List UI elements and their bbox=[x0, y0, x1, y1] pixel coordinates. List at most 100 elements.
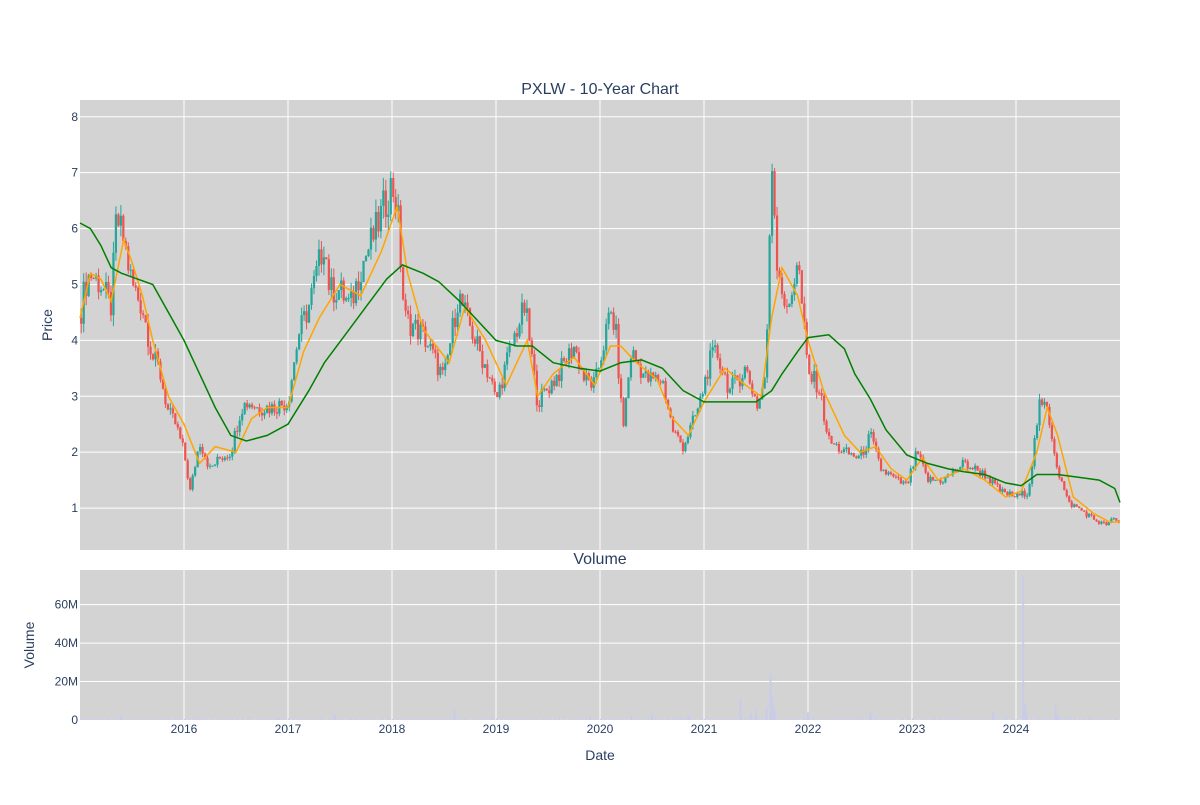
candle-body bbox=[771, 171, 773, 236]
candle-body bbox=[234, 431, 236, 451]
volume-bar bbox=[95, 718, 97, 720]
volume-bar bbox=[867, 719, 869, 720]
candle-body bbox=[229, 457, 231, 458]
candle-body bbox=[811, 374, 813, 382]
volume-bar bbox=[290, 719, 292, 720]
volume-bar bbox=[370, 719, 372, 720]
candle-body bbox=[365, 256, 367, 261]
volume-bar bbox=[912, 718, 914, 720]
volume-bar bbox=[372, 719, 374, 720]
candle-body bbox=[880, 459, 882, 471]
volume-bar bbox=[721, 718, 723, 720]
candle-body bbox=[962, 460, 964, 467]
candle-body bbox=[377, 212, 379, 231]
volume-bar bbox=[862, 718, 864, 720]
candle-body bbox=[635, 350, 637, 360]
candle-body bbox=[328, 259, 330, 290]
candle-body bbox=[613, 312, 615, 330]
volume-bar bbox=[1014, 719, 1016, 720]
volume-bar bbox=[835, 719, 837, 720]
candle-body bbox=[786, 306, 788, 307]
candle-body bbox=[263, 413, 265, 416]
candle-body bbox=[107, 282, 109, 292]
candle-body bbox=[521, 302, 523, 324]
volume-bar bbox=[583, 719, 585, 720]
volume-bar bbox=[917, 719, 919, 720]
volume-bar bbox=[295, 718, 297, 720]
candle-body bbox=[172, 408, 174, 413]
candle-body bbox=[439, 367, 441, 375]
volume-bar bbox=[944, 719, 946, 720]
candle-body bbox=[823, 396, 825, 421]
volume-bar bbox=[1100, 719, 1102, 720]
x-tick-label: 2018 bbox=[379, 722, 406, 736]
candle-body bbox=[855, 456, 857, 458]
candle-body bbox=[561, 358, 563, 381]
volume-bar bbox=[261, 719, 263, 720]
candle-body bbox=[298, 334, 300, 349]
candle-body bbox=[209, 466, 211, 467]
volume-bar bbox=[1068, 718, 1070, 720]
candle-body bbox=[1073, 504, 1075, 506]
candle-body bbox=[1093, 515, 1095, 519]
volume-bar bbox=[550, 719, 552, 720]
volume-bar bbox=[999, 718, 1001, 720]
candle-body bbox=[694, 415, 696, 416]
volume-bar bbox=[419, 719, 421, 720]
volume-bar bbox=[791, 719, 793, 720]
volume-bar bbox=[654, 719, 656, 720]
volume-bar bbox=[699, 719, 701, 720]
candle-body bbox=[1081, 508, 1083, 511]
volume-bar bbox=[996, 718, 998, 720]
volume-bar bbox=[444, 718, 446, 720]
candle-body bbox=[409, 314, 411, 336]
x-tick-label: 2024 bbox=[1003, 722, 1030, 736]
volume-bar bbox=[659, 719, 661, 720]
volume-bar bbox=[300, 719, 302, 720]
volume-bar bbox=[726, 719, 728, 720]
volume-bar bbox=[746, 718, 748, 720]
candle-body bbox=[967, 461, 969, 468]
candle-body bbox=[553, 381, 555, 386]
volume-bar bbox=[778, 719, 780, 720]
volume-bar bbox=[761, 719, 763, 720]
candle-body bbox=[424, 327, 426, 347]
volume-bar bbox=[555, 719, 557, 720]
volume-bar bbox=[1036, 718, 1038, 720]
volume-bar bbox=[134, 719, 136, 720]
volume-bar bbox=[860, 718, 862, 720]
candle-body bbox=[754, 394, 756, 396]
volume-bar bbox=[919, 719, 921, 720]
candle-body bbox=[1083, 511, 1085, 512]
volume-y-axis-label: Volume bbox=[21, 621, 37, 668]
candle-body bbox=[1004, 489, 1006, 492]
volume-bar bbox=[511, 719, 513, 720]
volume-bar bbox=[350, 718, 352, 720]
candle-body bbox=[308, 305, 310, 323]
volume-bar bbox=[174, 718, 176, 720]
candle-body bbox=[236, 431, 238, 432]
volume-bar bbox=[466, 719, 468, 720]
volume-bar bbox=[900, 719, 902, 720]
volume-bar bbox=[830, 719, 832, 720]
volume-bar bbox=[132, 719, 134, 720]
candle-body bbox=[241, 414, 243, 421]
volume-bar bbox=[815, 719, 817, 720]
candle-body bbox=[828, 432, 830, 436]
candle-body bbox=[199, 447, 201, 451]
candle-body bbox=[848, 448, 850, 455]
candle-body bbox=[501, 385, 503, 389]
volume-bar bbox=[159, 718, 161, 720]
candle-body bbox=[120, 216, 122, 226]
volume-bar bbox=[184, 719, 186, 720]
volume-bar bbox=[865, 719, 867, 720]
candle-body bbox=[845, 448, 847, 449]
volume-bar bbox=[902, 719, 904, 720]
candle-body bbox=[135, 285, 137, 287]
volume-bar bbox=[605, 719, 607, 720]
volume-bar bbox=[640, 719, 642, 720]
volume-bar bbox=[87, 719, 89, 720]
volume-bar bbox=[305, 719, 307, 720]
volume-bar bbox=[1113, 719, 1115, 720]
volume-bar bbox=[813, 718, 815, 720]
